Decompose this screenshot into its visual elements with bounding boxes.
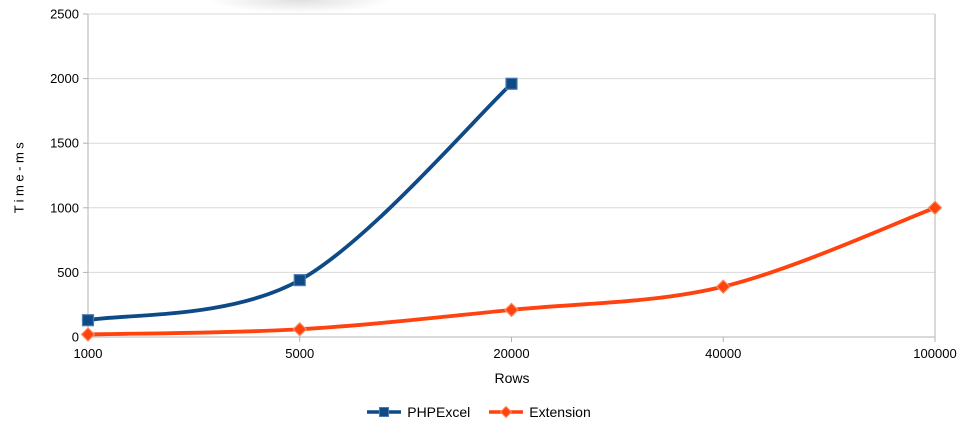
data-point-diamond-extension: [927, 200, 943, 216]
legend-square-marker-icon: [367, 407, 402, 417]
legend-item-phpexcel: PHPExcel: [366, 404, 470, 420]
x-tick-label: 40000: [705, 346, 741, 361]
y-tick-label: 2500: [50, 7, 79, 22]
legend: PHPExcel Extension: [0, 402, 957, 422]
legend-item-extension: Extension: [488, 404, 591, 420]
legend-label: PHPExcel: [407, 404, 471, 420]
x-tick-label: 5000: [285, 346, 314, 361]
legend-diamond-marker-icon: [489, 405, 524, 419]
legend-label: Extension: [529, 404, 591, 420]
data-point-diamond-extension: [80, 327, 96, 342]
data-point-diamond-extension: [292, 321, 308, 337]
y-tick-label: 1000: [50, 200, 79, 215]
y-tick-label: 1500: [50, 136, 79, 151]
y-tick-label: 500: [57, 265, 79, 280]
x-tick-label: 1000: [74, 346, 103, 361]
y-axis-title: Time-ms: [11, 138, 27, 214]
data-point-diamond-extension: [715, 279, 731, 294]
y-tick-label: 2000: [50, 71, 79, 86]
data-point-square-phpexcel: [81, 314, 95, 327]
series-line-phpexcel: [86, 81, 514, 323]
y-tick-label: 0: [72, 330, 79, 345]
data-point-square-phpexcel: [505, 77, 518, 90]
x-axis-title: Rows: [494, 370, 530, 386]
x-tick-label: 100000: [913, 346, 956, 361]
data-point-diamond-extension: [504, 302, 519, 318]
data-point-square-phpexcel: [293, 274, 306, 287]
x-tick-label: 20000: [493, 346, 529, 361]
